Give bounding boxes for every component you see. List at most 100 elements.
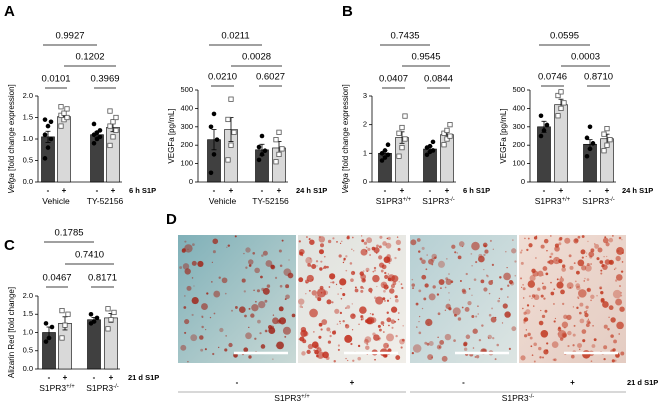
photo-spot (320, 291, 323, 294)
photo-spot (365, 246, 368, 249)
photo-spot (379, 235, 383, 239)
y-tick-label: 500 (512, 85, 525, 94)
photo-spot (532, 270, 539, 277)
photo-spot (488, 280, 494, 286)
photo-spot (298, 277, 304, 283)
photo-spot (323, 255, 326, 258)
p-value: 0.6027 (256, 72, 285, 83)
photo-spot (339, 278, 347, 286)
treatment-sign: + (229, 186, 234, 195)
group-label: S1PR3+/+ (39, 383, 75, 393)
photo-spot (180, 344, 187, 351)
photo-spot (578, 348, 581, 351)
photo-spot (359, 306, 367, 314)
photo-spot (494, 358, 497, 361)
photo-spot (262, 287, 270, 295)
photo-spot (342, 319, 345, 323)
photo-spot (329, 334, 332, 338)
y-tick-label: 0.5 (23, 155, 33, 164)
data-point (544, 122, 550, 128)
photo-spot (318, 322, 323, 327)
photo-spot (599, 260, 604, 264)
photo-spot (551, 341, 559, 348)
y-tick-label: 400 (180, 103, 193, 112)
photo-spot (191, 277, 194, 279)
photo-spot (507, 296, 509, 298)
photo-spot (213, 290, 221, 298)
photo-spot (451, 244, 456, 249)
data-point (91, 121, 97, 127)
photo-spot (332, 330, 337, 335)
photo-spot (579, 311, 582, 315)
micrograph (410, 235, 517, 363)
photo-spot (191, 313, 194, 317)
photo-spot (545, 272, 549, 276)
data-point (113, 127, 119, 133)
data-point (43, 321, 49, 326)
photo-spot (391, 326, 394, 329)
photo-spot (285, 294, 290, 300)
photo-spot (467, 300, 472, 306)
panel-letter: D (166, 211, 177, 228)
photo-spot (371, 246, 376, 251)
photo-spot (471, 294, 473, 296)
photo-spot (528, 243, 533, 248)
data-point (211, 152, 217, 157)
photo-spot (234, 235, 237, 238)
photo-spot (399, 338, 405, 345)
p-value: 0.0746 (538, 72, 567, 83)
photo-spot (384, 271, 387, 275)
group-name: S1PR3 (39, 383, 66, 393)
photo-spot (248, 355, 252, 359)
data-point (396, 153, 402, 159)
photo-spot (397, 247, 401, 251)
photo-spot (550, 291, 555, 296)
photo-spot (431, 263, 434, 266)
y-axis-label: VEGFa [pg/mL] (499, 108, 508, 163)
photo-spot (436, 293, 440, 296)
photo-spot (308, 289, 311, 292)
data-point (601, 148, 607, 154)
photo-spot (362, 287, 365, 289)
photo-spot (288, 259, 290, 261)
photo-spot (546, 250, 548, 252)
group-superscript: -/- (449, 197, 455, 203)
photo-spot (375, 252, 378, 254)
photo-spot (313, 331, 315, 333)
photo-spot (193, 285, 195, 287)
data-point (110, 119, 116, 125)
treatment-sign: + (605, 186, 610, 195)
photo-spot (604, 259, 611, 265)
photo-spot (448, 273, 450, 275)
photo-spot (452, 307, 461, 316)
photo-spot (421, 246, 425, 250)
photo-spot (572, 333, 576, 337)
y-tick-label: 200 (180, 140, 193, 149)
data-point (105, 306, 111, 312)
data-point (42, 132, 48, 137)
photo-spot (558, 242, 562, 246)
photo-spot (440, 287, 442, 289)
photo-spot (543, 297, 546, 300)
data-point (259, 133, 265, 139)
data-point (399, 124, 405, 131)
data-point (584, 135, 590, 141)
photo-spot (309, 239, 315, 245)
photo-spot (298, 240, 301, 243)
photo-spot (478, 338, 482, 342)
group-superscript: -/- (113, 384, 119, 390)
p-value: 0.8710 (584, 72, 613, 83)
photo-spot (337, 344, 341, 347)
photo-spot (259, 332, 262, 335)
photo-spot (276, 341, 284, 350)
photo-spot (389, 288, 395, 294)
data-point (382, 155, 388, 160)
photo-spot (426, 342, 430, 346)
photo-spot (394, 295, 398, 299)
photo-spot (523, 311, 527, 315)
bar (87, 319, 101, 370)
photo-spot (386, 311, 389, 314)
photo-spot (363, 339, 369, 344)
photo-spot (244, 314, 247, 318)
photo-spot (575, 283, 581, 289)
